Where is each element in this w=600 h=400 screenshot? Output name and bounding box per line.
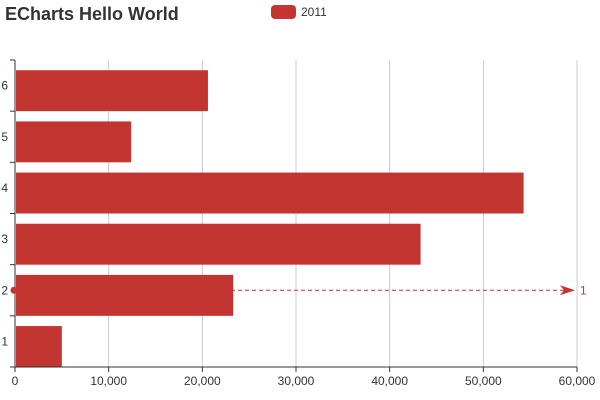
x-tick-label: 60,000 [559, 374, 596, 388]
bar-5 [16, 121, 132, 163]
markline-arrow-icon [560, 285, 575, 296]
x-tick-label: 20,000 [184, 374, 221, 388]
y-tick-label: 4 [1, 181, 8, 195]
y-tick-label: 5 [1, 130, 8, 144]
x-tick-label: 0 [12, 374, 19, 388]
y-tick-label: 6 [1, 79, 8, 93]
y-tick-label: 2 [1, 283, 8, 297]
x-tick-label: 30,000 [278, 374, 315, 388]
chart-title: ECharts Hello World [5, 4, 179, 24]
x-tick-label: 40,000 [371, 374, 408, 388]
bar-6 [16, 70, 208, 112]
y-tick-label: 1 [1, 334, 8, 348]
bar-3 [16, 223, 421, 265]
bar-2 [16, 274, 234, 316]
bar-1 [16, 326, 62, 367]
x-tick-label: 10,000 [90, 374, 127, 388]
y-tick-label: 3 [1, 232, 8, 246]
x-tick-label: 50,000 [465, 374, 502, 388]
legend-swatch [271, 5, 296, 19]
legend-label: 2011 [301, 5, 327, 19]
bar-4 [16, 172, 524, 214]
legend[interactable]: 2011 [271, 5, 327, 19]
markline-label: 1 [580, 283, 587, 297]
